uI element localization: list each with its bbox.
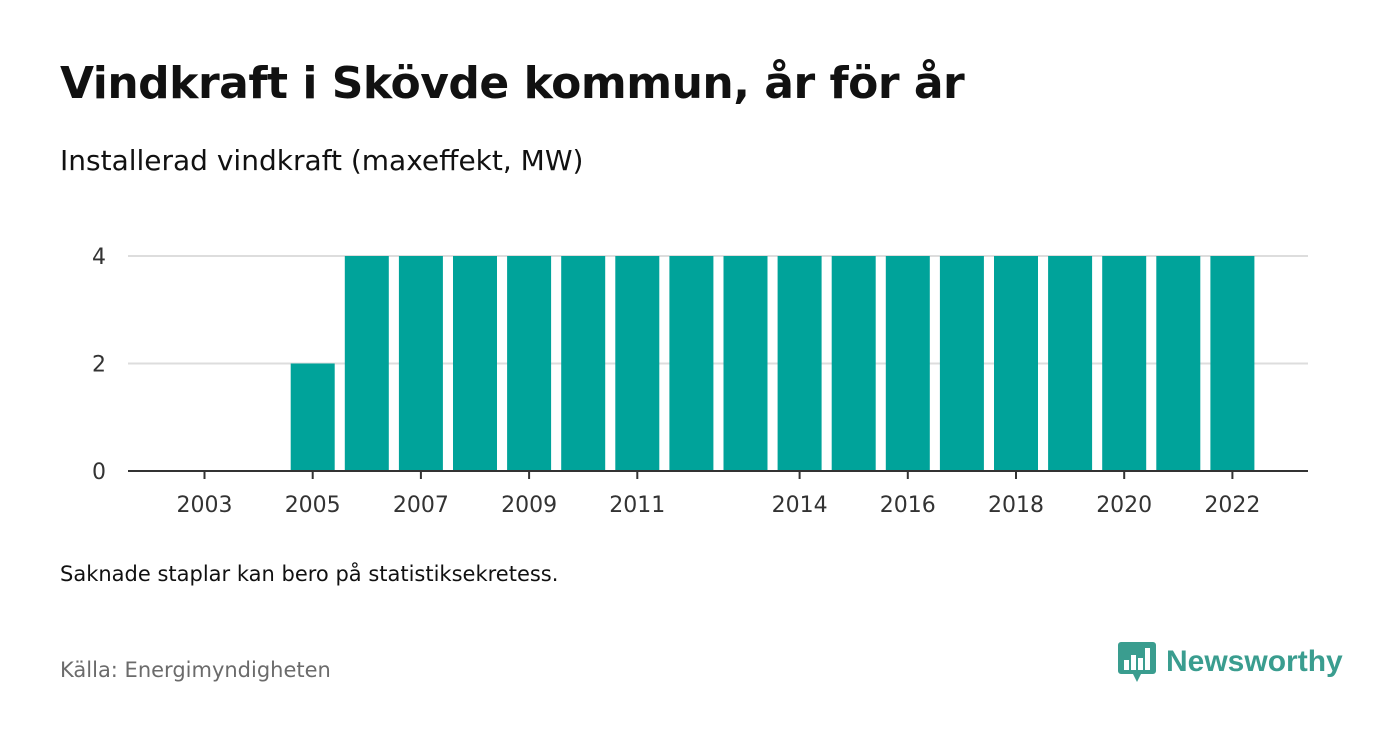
bar-2006: [344, 256, 389, 471]
x-tick-label: 2022: [1204, 493, 1260, 518]
source-text: Källa: Energimyndigheten: [60, 658, 331, 682]
x-tick-label: 2007: [393, 493, 449, 518]
bar-2016: [885, 256, 930, 471]
bar-2005: [290, 363, 335, 471]
x-tick-label: 2003: [177, 493, 233, 518]
y-tick-label: 2: [92, 353, 106, 378]
bar-2022: [1210, 256, 1255, 471]
bar-2013: [723, 256, 768, 471]
footnote: Saknade staplar kan bero på statistiksek…: [60, 562, 559, 586]
chart-subtitle: Installerad vindkraft (maxeffekt, MW): [60, 144, 584, 177]
x-tick-label: 2005: [285, 493, 341, 518]
page-title: Vindkraft i Skövde kommun, år för år: [60, 58, 965, 109]
bar-2014: [777, 256, 822, 471]
x-tick-label: 2020: [1096, 493, 1152, 518]
bar-2017: [939, 256, 984, 471]
x-tick-label: 2016: [880, 493, 936, 518]
bar-2010: [561, 256, 606, 471]
x-tick-label: 2011: [609, 493, 665, 518]
x-tick-label: 2018: [988, 493, 1044, 518]
bar-2012: [669, 256, 714, 471]
brand-logo: Newsworthy: [1118, 640, 1343, 684]
bar-2020: [1102, 256, 1147, 471]
x-tick-label: 2009: [501, 493, 557, 518]
bar-2015: [831, 256, 876, 471]
x-tick-label: 2014: [772, 493, 828, 518]
bar-2007: [398, 256, 443, 471]
brand-name: Newsworthy: [1166, 645, 1343, 678]
y-tick-label: 0: [92, 460, 106, 485]
bar-2011: [615, 256, 660, 471]
newsworthy-logo-icon: [1118, 642, 1156, 682]
bar-2009: [507, 256, 552, 471]
bar-2008: [453, 256, 497, 471]
bar-2019: [1048, 256, 1093, 471]
y-tick-label: 4: [92, 245, 106, 270]
bar-2021: [1156, 256, 1201, 471]
bar-2018: [994, 256, 1038, 471]
